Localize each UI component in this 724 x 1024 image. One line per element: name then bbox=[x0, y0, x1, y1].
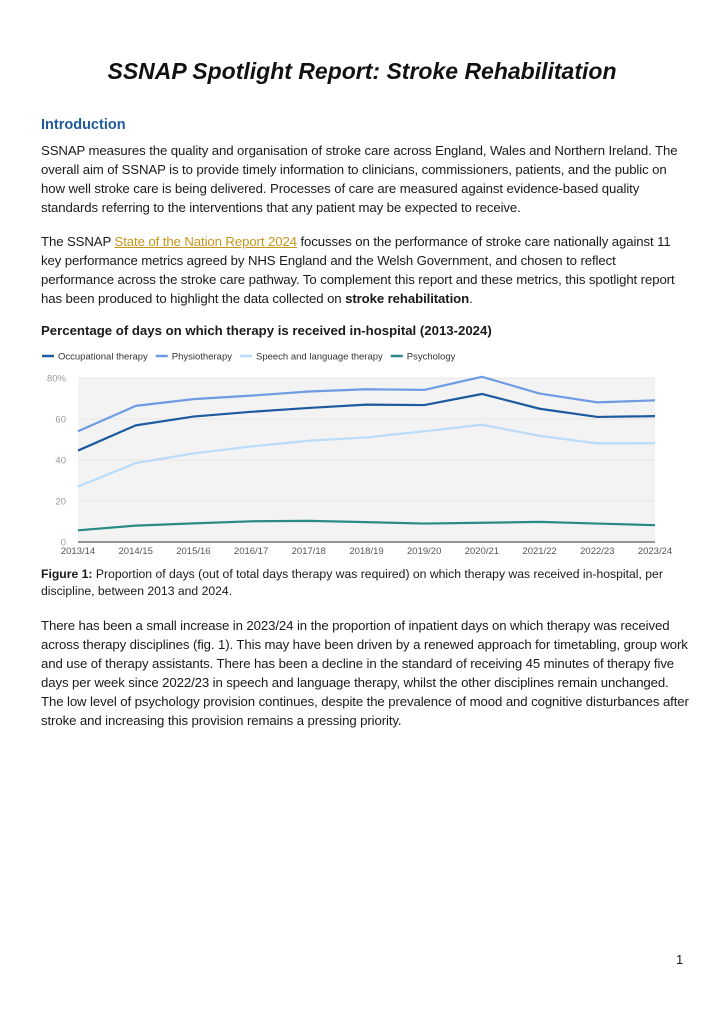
y-tick-label: 0 bbox=[61, 538, 66, 549]
analysis-paragraph: There has been a small increase in 2023/… bbox=[41, 618, 689, 728]
intro-paragraph-1: SSNAP measures the quality and organisat… bbox=[41, 143, 678, 215]
x-tick-label: 2014/15 bbox=[119, 546, 153, 557]
intro-paragraph-2: The SSNAP State of the Nation Report 202… bbox=[41, 232, 689, 308]
text: The SSNAP bbox=[41, 234, 115, 249]
x-tick-label: 2017/18 bbox=[292, 546, 326, 557]
x-tick-label: 2015/16 bbox=[176, 546, 210, 557]
page-title: SSNAP Spotlight Report: Stroke Rehabilit… bbox=[107, 58, 617, 84]
legend-label: Physiotherapy bbox=[172, 352, 232, 363]
introduction-heading: Introduction bbox=[41, 117, 126, 133]
x-tick-label: 2013/14 bbox=[61, 546, 95, 557]
legend-label: Psychology bbox=[407, 352, 456, 363]
text: focusses on the performance of stroke ca… bbox=[41, 234, 675, 306]
text: . bbox=[469, 291, 473, 306]
x-tick-label: 2019/20 bbox=[407, 546, 441, 557]
page-number: 1 bbox=[676, 952, 684, 967]
x-tick-label: 2020/21 bbox=[465, 546, 499, 557]
legend-label: Occupational therapy bbox=[58, 352, 148, 363]
x-tick-label: 2018/19 bbox=[349, 546, 383, 557]
therapy-line-chart: 0 20 40 60 80% 2013/14 2014/15 2015/16 2016/17 20… bbox=[42, 352, 672, 557]
y-tick-label: 40 bbox=[55, 456, 66, 467]
x-tick-label: 2016/17 bbox=[234, 546, 268, 557]
x-tick-label: 2022/23 bbox=[580, 546, 614, 557]
y-tick-label: 80% bbox=[47, 374, 67, 385]
y-tick-label: 20 bbox=[55, 497, 66, 508]
caption-text: Proportion of days (out of total days th… bbox=[41, 567, 663, 598]
bold-text: stroke rehabilitation bbox=[345, 291, 470, 306]
caption-label: Figure 1: bbox=[41, 567, 93, 581]
y-tick-label: 60 bbox=[55, 415, 66, 426]
figure-heading: Percentage of days on which therapy is r… bbox=[41, 323, 492, 338]
state-of-the-nation-link[interactable]: State of the Nation Report 2024 bbox=[114, 234, 297, 249]
x-tick-label: 2021/22 bbox=[522, 546, 556, 557]
x-tick-label: 2023/24 bbox=[638, 546, 672, 557]
legend-label: Speech and language therapy bbox=[256, 352, 383, 363]
figure-caption: Figure 1: Proportion of days (out of tot… bbox=[41, 566, 681, 600]
